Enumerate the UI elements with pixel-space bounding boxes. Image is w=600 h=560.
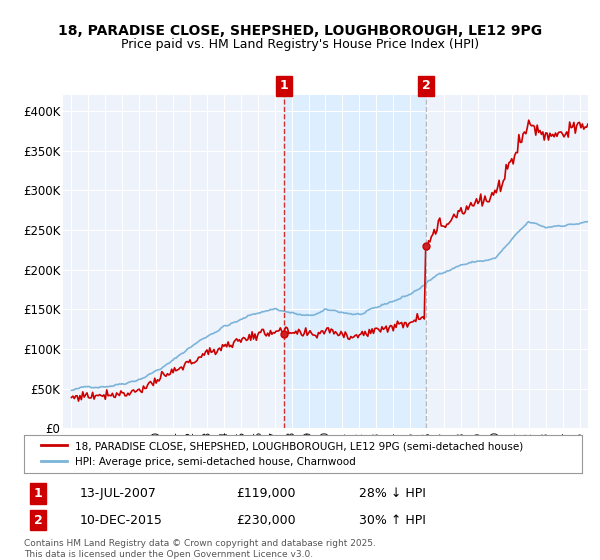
Legend: 18, PARADISE CLOSE, SHEPSHED, LOUGHBOROUGH, LE12 9PG (semi-detached house), HPI:: 18, PARADISE CLOSE, SHEPSHED, LOUGHBOROU… [35, 435, 530, 473]
Text: £230,000: £230,000 [236, 514, 296, 527]
Text: Contains HM Land Registry data © Crown copyright and database right 2025.
This d: Contains HM Land Registry data © Crown c… [24, 539, 376, 559]
Text: 1: 1 [34, 487, 43, 500]
Bar [284, 95, 426, 428]
Text: 28% ↓ HPI: 28% ↓ HPI [359, 487, 425, 500]
Text: 1: 1 [279, 80, 288, 92]
Text: Price paid vs. HM Land Registry's House Price Index (HPI): Price paid vs. HM Land Registry's House … [121, 38, 479, 51]
Text: 13-JUL-2007: 13-JUL-2007 [80, 487, 157, 500]
Text: £119,000: £119,000 [236, 487, 296, 500]
Text: 10-DEC-2015: 10-DEC-2015 [80, 514, 163, 527]
Text: 2: 2 [34, 514, 43, 527]
Text: 18, PARADISE CLOSE, SHEPSHED, LOUGHBOROUGH, LE12 9PG: 18, PARADISE CLOSE, SHEPSHED, LOUGHBOROU… [58, 24, 542, 38]
Text: 30% ↑ HPI: 30% ↑ HPI [359, 514, 425, 527]
Text: 2: 2 [422, 80, 430, 92]
